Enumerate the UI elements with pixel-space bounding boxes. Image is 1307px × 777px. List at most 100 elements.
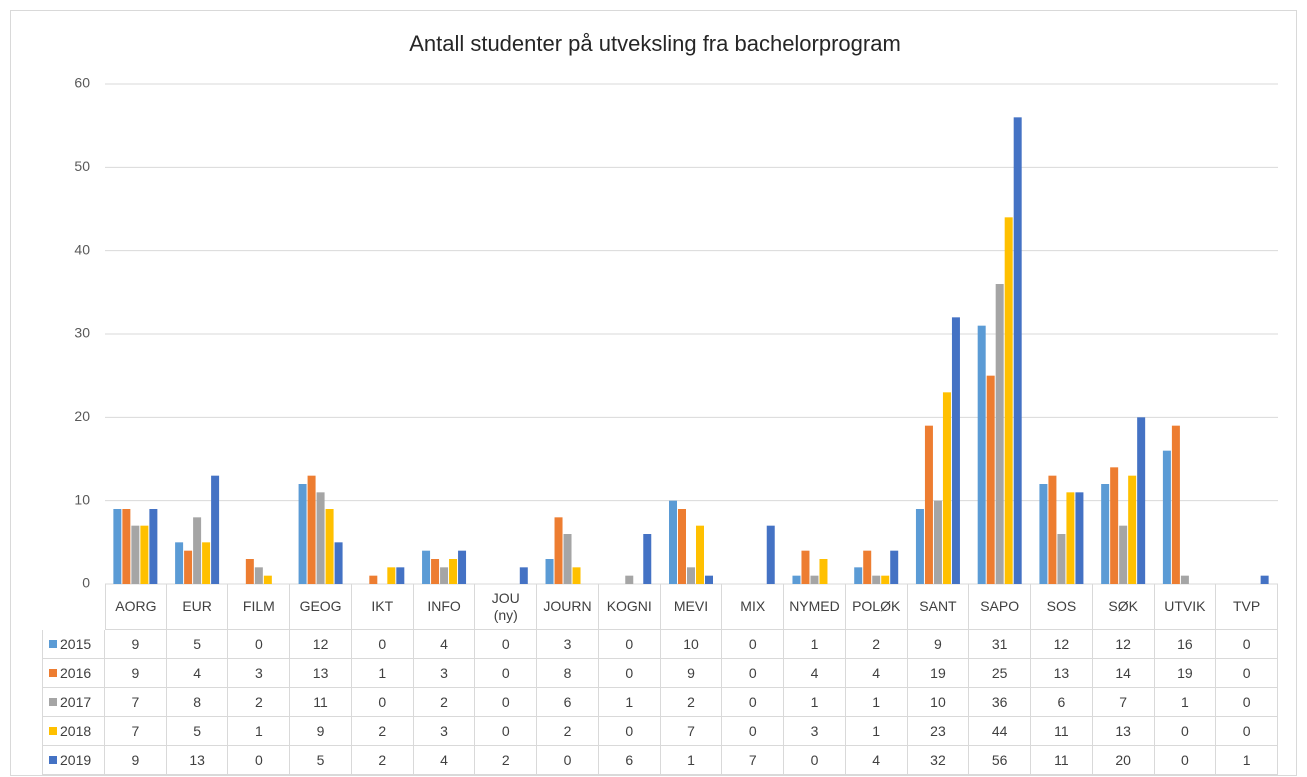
bar: [519, 567, 528, 584]
table-value: 32: [907, 746, 970, 775]
table-value: 0: [722, 717, 785, 746]
table-value: 0: [598, 630, 661, 659]
bar: [440, 567, 449, 584]
table-value: 8: [166, 688, 229, 717]
bar: [924, 425, 933, 584]
y-tick-label: 0: [82, 575, 90, 591]
table-header: SØK: [1092, 584, 1155, 630]
bar: [1075, 492, 1084, 584]
table-value: 0: [475, 688, 538, 717]
table-value: 2: [660, 688, 723, 717]
legend-label: 2017: [60, 693, 92, 710]
table-value: 0: [722, 659, 785, 688]
table-value: 14: [1092, 659, 1155, 688]
bar: [175, 542, 184, 584]
table-value: 1: [1154, 688, 1217, 717]
y-tick-label: 40: [74, 241, 90, 257]
bar: [854, 567, 863, 584]
bar: [1039, 484, 1048, 584]
bar: [792, 575, 801, 584]
table-value: 4: [784, 659, 846, 688]
table-value: 3: [537, 630, 599, 659]
bar: [863, 550, 872, 584]
bar: [1260, 575, 1269, 584]
bar: [131, 525, 140, 584]
table-value: 0: [475, 630, 538, 659]
table-value: 9: [105, 630, 167, 659]
table-value: 11: [1031, 746, 1093, 775]
table-header: SANT: [907, 584, 970, 630]
table-header: POLØK: [845, 584, 908, 630]
table-value: 2: [228, 688, 291, 717]
bar: [1180, 575, 1189, 584]
bar: [890, 550, 899, 584]
table-value: 1: [351, 659, 414, 688]
table-header: MEVI: [660, 584, 723, 630]
table-value: 9: [105, 659, 167, 688]
table-value: 9: [907, 630, 970, 659]
table-value: 6: [1031, 688, 1093, 717]
bar: [766, 525, 775, 584]
table-value: 12: [1092, 630, 1155, 659]
table-value: 4: [845, 659, 908, 688]
table-value: 1: [784, 630, 846, 659]
table-value: 9: [290, 717, 352, 746]
table-value: 11: [1031, 717, 1093, 746]
bar: [687, 567, 695, 584]
y-tick-label: 50: [74, 158, 90, 174]
table-header: TVP: [1216, 584, 1278, 630]
table-header: GEOG: [290, 584, 352, 630]
bar: [643, 534, 652, 584]
table-value: 20: [1092, 746, 1155, 775]
bar: [211, 475, 220, 584]
table-value: 10: [660, 630, 723, 659]
bar: [193, 517, 202, 584]
table-header: INFO: [413, 584, 476, 630]
table-value: 8: [537, 659, 599, 688]
bar: [696, 525, 704, 584]
table-value: 7: [722, 746, 785, 775]
bar: [1013, 117, 1022, 584]
table-value: 5: [166, 630, 229, 659]
table-value: 19: [1154, 659, 1217, 688]
bar: [942, 392, 951, 584]
bar: [1101, 484, 1110, 584]
bar: [1137, 417, 1146, 584]
bar: [951, 317, 960, 584]
bar: [810, 575, 819, 584]
table-value: 0: [722, 688, 785, 717]
table-header: FILM: [228, 584, 291, 630]
table-value: 0: [475, 659, 538, 688]
bar: [572, 567, 581, 584]
table-value: 0: [1216, 630, 1278, 659]
legend-swatch: [49, 756, 57, 764]
bar: [298, 484, 307, 584]
bar: [563, 534, 572, 584]
table-value: 4: [413, 630, 476, 659]
table-value: 2: [413, 688, 476, 717]
table-value: 13: [1092, 717, 1155, 746]
table-value: 7: [105, 717, 167, 746]
bar: [184, 550, 193, 584]
bar: [431, 559, 440, 584]
table-value: 0: [228, 746, 291, 775]
table-value: 0: [1154, 717, 1217, 746]
table-value: 13: [166, 746, 229, 775]
legend-swatch: [49, 727, 57, 735]
bar: [977, 325, 986, 584]
table-value: 12: [290, 630, 352, 659]
table-value: 7: [105, 688, 167, 717]
bar: [995, 284, 1004, 584]
table-value: 9: [105, 746, 167, 775]
table-value: 0: [598, 659, 661, 688]
bar: [387, 567, 396, 584]
legend-entry: 2019: [42, 746, 105, 775]
table-value: 5: [290, 746, 352, 775]
table-value: 0: [1154, 746, 1217, 775]
table-value: 3: [784, 717, 846, 746]
bar: [801, 550, 810, 584]
bar: [1110, 467, 1119, 584]
table-value: 16: [1154, 630, 1217, 659]
table-value: 4: [413, 746, 476, 775]
